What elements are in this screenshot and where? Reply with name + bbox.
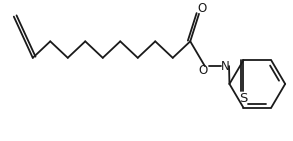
Text: S: S — [239, 92, 248, 105]
Text: O: O — [199, 64, 208, 77]
Text: O: O — [197, 2, 207, 15]
Text: N: N — [221, 60, 230, 73]
